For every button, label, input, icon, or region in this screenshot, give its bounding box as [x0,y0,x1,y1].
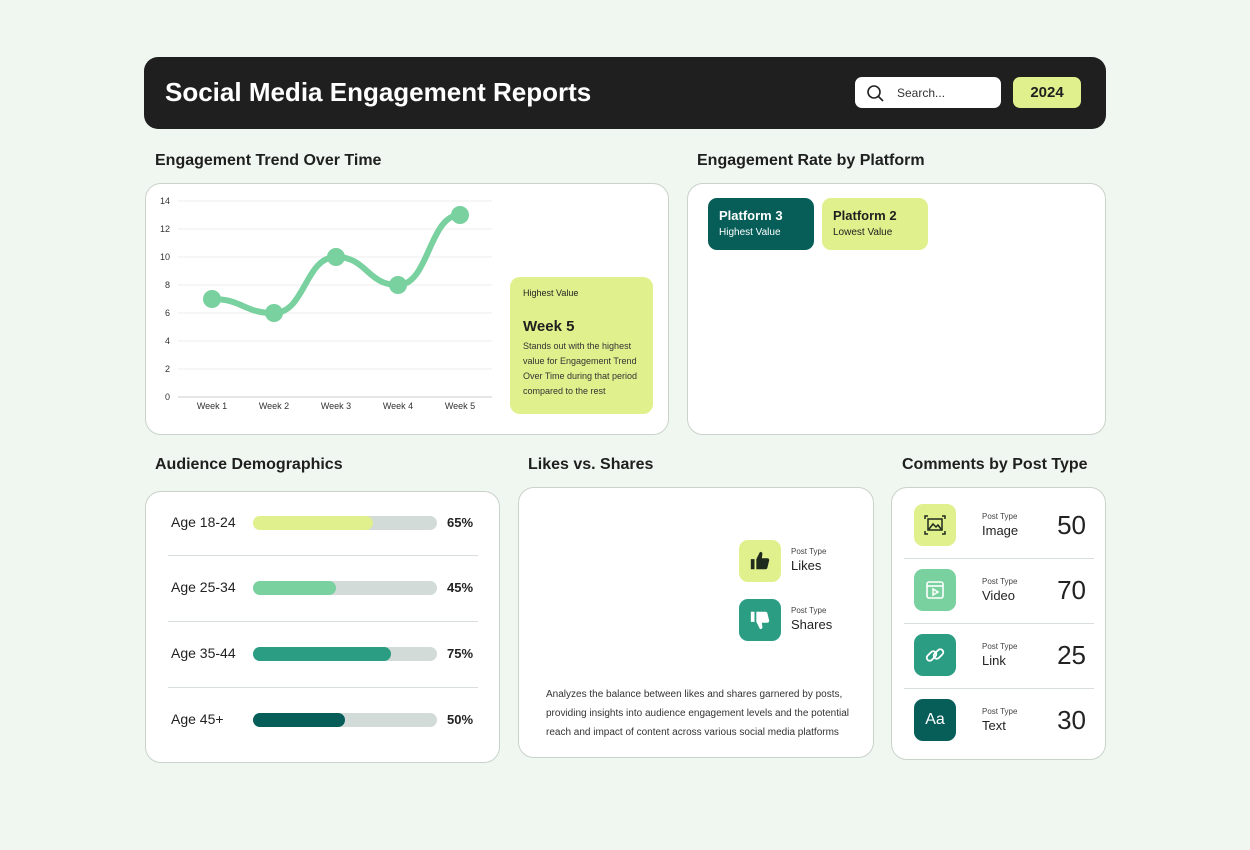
post-type-sub: Post Type [982,577,1018,586]
post-type-label: Post Type Image [982,512,1018,538]
age-label: Age 35-44 [171,645,236,661]
y-tick-label: 14 [160,196,170,206]
legend-shares: Post Type Shares [791,606,832,632]
x-tick-label: Week 2 [259,401,289,411]
y-tick-label: 4 [165,336,170,346]
link-icon [914,634,956,676]
likes-shares-description: Analyzes the balance between likes and s… [546,689,849,738]
post-type-name: Image [982,523,1019,538]
age-label: Age 45+ [171,711,224,727]
y-tick-label: 8 [165,280,170,290]
highlight-description: Stands out with the highest value for En… [523,341,638,396]
data-point [265,304,283,322]
progress-track [253,516,437,530]
search-placeholder: Search... [897,86,946,100]
text-glyph: Aa [925,711,945,728]
thumbs-down-icon [739,599,781,641]
highlight-value: Week 5 [523,318,575,335]
post-type-name: Video [982,588,1016,603]
divider [168,687,478,688]
demographic-row: Age 25-34 45% [171,578,481,598]
page-title: Social Media Engagement Reports [165,77,592,107]
demographic-row: Age 35-44 75% [171,644,481,664]
chip-lowest: Platform 2 Lowest Value [822,198,928,250]
chip-sub: Highest Value [719,227,781,238]
x-tick-label: Week 1 [197,401,227,411]
chip-highest: Platform 3 Highest Value [708,198,814,250]
text-icon: Aa [914,699,956,741]
data-point [451,206,469,224]
comment-count: 70 [1057,575,1086,605]
divider [168,621,478,622]
data-point [389,276,407,294]
thumbs-up-icon [739,540,781,582]
percent-label: 65% [447,515,474,530]
post-type-sub: Post Type [982,642,1018,651]
chip-sub: Lowest Value [833,227,893,238]
demographic-row: Age 45+ 50% [171,710,481,730]
likes-shares-card [518,487,874,758]
chip-name: Platform 3 [719,208,783,223]
post-type-label: Post Type Link [982,642,1017,668]
y-tick-label: 2 [165,364,170,374]
y-tick-label: 0 [165,392,170,402]
progress-fill [253,647,391,661]
post-type-label: Post Type Text [982,707,1017,733]
post-type-sub: Post Type [982,707,1018,716]
legend-label: Shares [791,617,833,632]
demographic-row: Age 18-24 65% [171,513,481,533]
progress-fill [253,713,345,727]
y-tick-label: 6 [165,308,170,318]
search-input[interactable]: Search... [855,77,1001,108]
comment-count: 25 [1057,640,1086,670]
likes-shares-title: Likes vs. Shares [528,456,654,473]
x-tick-label: Week 5 [445,401,475,411]
percent-label: 75% [447,646,474,661]
divider [904,688,1094,689]
progress-fill [253,581,336,595]
x-tick-label: Week 3 [321,401,351,411]
post-type-label: Post Type Video [982,577,1017,603]
progress-track [253,713,437,727]
legend-sub: Post Type [791,547,827,556]
y-tick-label: 10 [160,252,170,262]
percent-label: 50% [447,712,474,727]
legend-sub: Post Type [791,606,827,615]
progress-track [253,581,437,595]
divider [904,623,1094,624]
y-tick-label: 12 [160,224,170,234]
highlight-label: Highest Value [523,288,579,298]
trend-title: Engagement Trend Over Time [155,152,382,169]
comment-count: 50 [1057,510,1086,540]
year-selector[interactable]: 2024 [1013,77,1081,108]
image-icon [914,504,956,546]
progress-fill [253,516,373,530]
comment-count: 30 [1057,705,1086,735]
progress-track [253,647,437,661]
platform-title: Engagement Rate by Platform [697,152,925,169]
divider [904,558,1094,559]
data-point [203,290,221,308]
divider [168,555,478,556]
video-icon [914,569,956,611]
post-type-name: Link [982,653,1006,668]
age-label: Age 25-34 [171,579,236,595]
demographics-title: Audience Demographics [155,456,343,473]
post-type-sub: Post Type [982,512,1018,521]
search-icon [867,85,884,102]
age-label: Age 18-24 [171,514,236,530]
legend-likes: Post Type Likes [791,547,826,573]
highlight-card: Highest Value Week 5 Stands out with the… [510,277,653,414]
x-tick-label: Week 4 [383,401,413,411]
comments-title: Comments by Post Type [902,456,1088,473]
legend-label: Likes [791,558,822,573]
post-type-name: Text [982,718,1006,733]
percent-label: 45% [447,580,474,595]
data-point [327,248,345,266]
header-bar: Social Media Engagement Reports Search..… [144,57,1106,129]
chip-name: Platform 2 [833,208,897,223]
